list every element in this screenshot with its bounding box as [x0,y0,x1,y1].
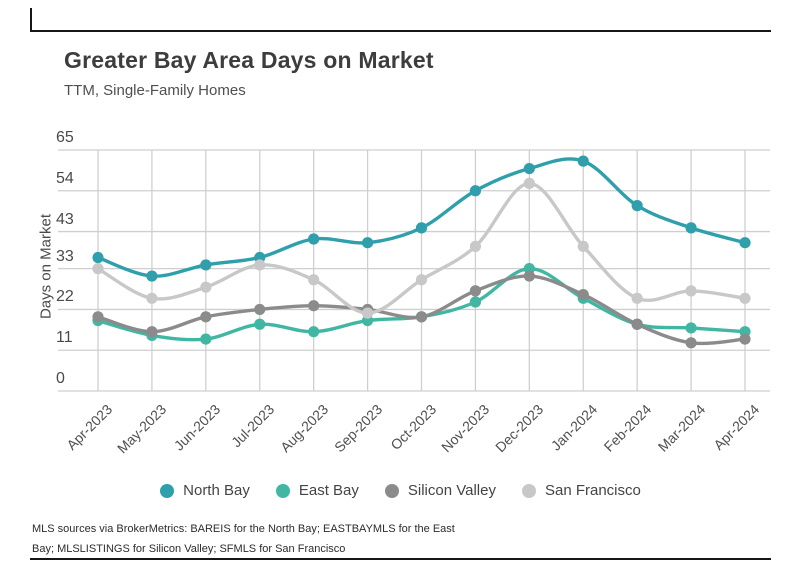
data-point-san-francisco-aug-2023 [308,274,320,286]
data-point-san-francisco-apr-2023 [92,263,104,275]
bottom-divider [30,558,771,560]
y-tick-label-0: 0 [56,370,65,387]
data-point-north-bay-may-2023 [146,270,158,282]
top-divider [30,30,771,32]
legend-item-east-bay: East Bay [275,482,359,499]
data-point-san-francisco-may-2023 [146,292,158,304]
legend-label-san-francisco: San Francisco [544,482,641,499]
data-point-san-francisco-oct-2023 [415,274,428,286]
legend-label-east-bay: East Bay [298,482,359,499]
data-point-north-bay-nov-2023 [469,185,482,197]
legend-dot-east-bay [275,483,290,498]
data-point-east-bay-nov-2023 [469,296,482,308]
legend-item-san-francisco: San Francisco [521,482,641,499]
data-point-north-bay-jun-2023 [200,259,212,271]
data-point-silicon-valley-feb-2024 [631,318,643,330]
data-point-north-bay-apr-2024 [739,237,751,249]
y-tick-label-54: 54 [56,169,74,187]
legend-label-north-bay: North Bay [183,482,250,499]
y-tick-label-11: 11 [56,329,73,347]
legend-dot-silicon-valley [384,483,399,498]
data-point-silicon-valley-nov-2023 [469,285,482,297]
legend-item-north-bay: North Bay [160,482,250,499]
data-point-silicon-valley-jul-2023 [254,303,266,316]
legend-label-silicon-valley: Silicon Valley [407,482,496,499]
data-point-san-francisco-mar-2024 [685,285,697,297]
data-point-silicon-valley-mar-2024 [685,337,697,349]
legend-dot-north-bay [160,483,175,498]
data-point-san-francisco-sep-2023 [361,307,374,319]
chart-title: Greater Bay Area Days on Market [64,47,434,73]
footnote-line-1: MLS sources via BrokerMetrics: BAREIS fo… [32,523,455,535]
data-point-san-francisco-jun-2023 [200,281,212,293]
legend-item-silicon-valley: Silicon Valley [384,482,496,499]
data-point-silicon-valley-jan-2024 [577,289,589,301]
data-point-silicon-valley-apr-2024 [739,333,751,345]
chart-subtitle: TTM, Single-Family Homes [64,82,246,99]
data-point-san-francisco-jul-2023 [254,259,266,271]
data-point-north-bay-aug-2023 [308,233,320,245]
data-point-silicon-valley-dec-2023 [523,270,535,282]
legend-dot-san-francisco [521,483,536,498]
data-point-east-bay-jun-2023 [200,333,212,345]
top-left-corner-tick [30,8,32,32]
data-point-east-bay-aug-2023 [308,326,320,338]
data-point-north-bay-mar-2024 [685,222,697,234]
data-point-san-francisco-feb-2024 [631,292,643,304]
data-point-silicon-valley-aug-2023 [308,300,320,312]
data-point-san-francisco-jan-2024 [577,240,589,252]
data-point-silicon-valley-apr-2023 [92,311,104,323]
data-point-north-bay-dec-2023 [523,162,535,175]
data-point-north-bay-oct-2023 [415,222,428,234]
data-point-silicon-valley-jun-2023 [200,311,212,323]
data-point-north-bay-jan-2024 [577,155,589,167]
data-point-silicon-valley-may-2023 [146,326,158,338]
y-tick-label-22: 22 [56,288,74,306]
data-point-east-bay-mar-2024 [685,322,697,334]
data-point-north-bay-feb-2024 [631,200,643,212]
footnote-line-2: Bay; MLSLISTINGS for Silicon Valley; SFM… [32,543,346,555]
chart-legend: North Bay East Bay Silicon Valley San Franc… [0,482,801,499]
y-tick-label-43: 43 [56,210,74,228]
data-point-silicon-valley-oct-2023 [415,311,428,323]
data-point-san-francisco-dec-2023 [523,177,535,189]
data-point-san-francisco-apr-2024 [739,292,751,304]
y-tick-label-65: 65 [56,129,74,146]
data-point-east-bay-jul-2023 [254,318,266,330]
data-point-san-francisco-nov-2023 [469,240,482,252]
data-point-north-bay-sep-2023 [361,237,374,249]
data-point-north-bay-apr-2023 [92,251,104,264]
y-tick-label-33: 33 [56,247,74,265]
